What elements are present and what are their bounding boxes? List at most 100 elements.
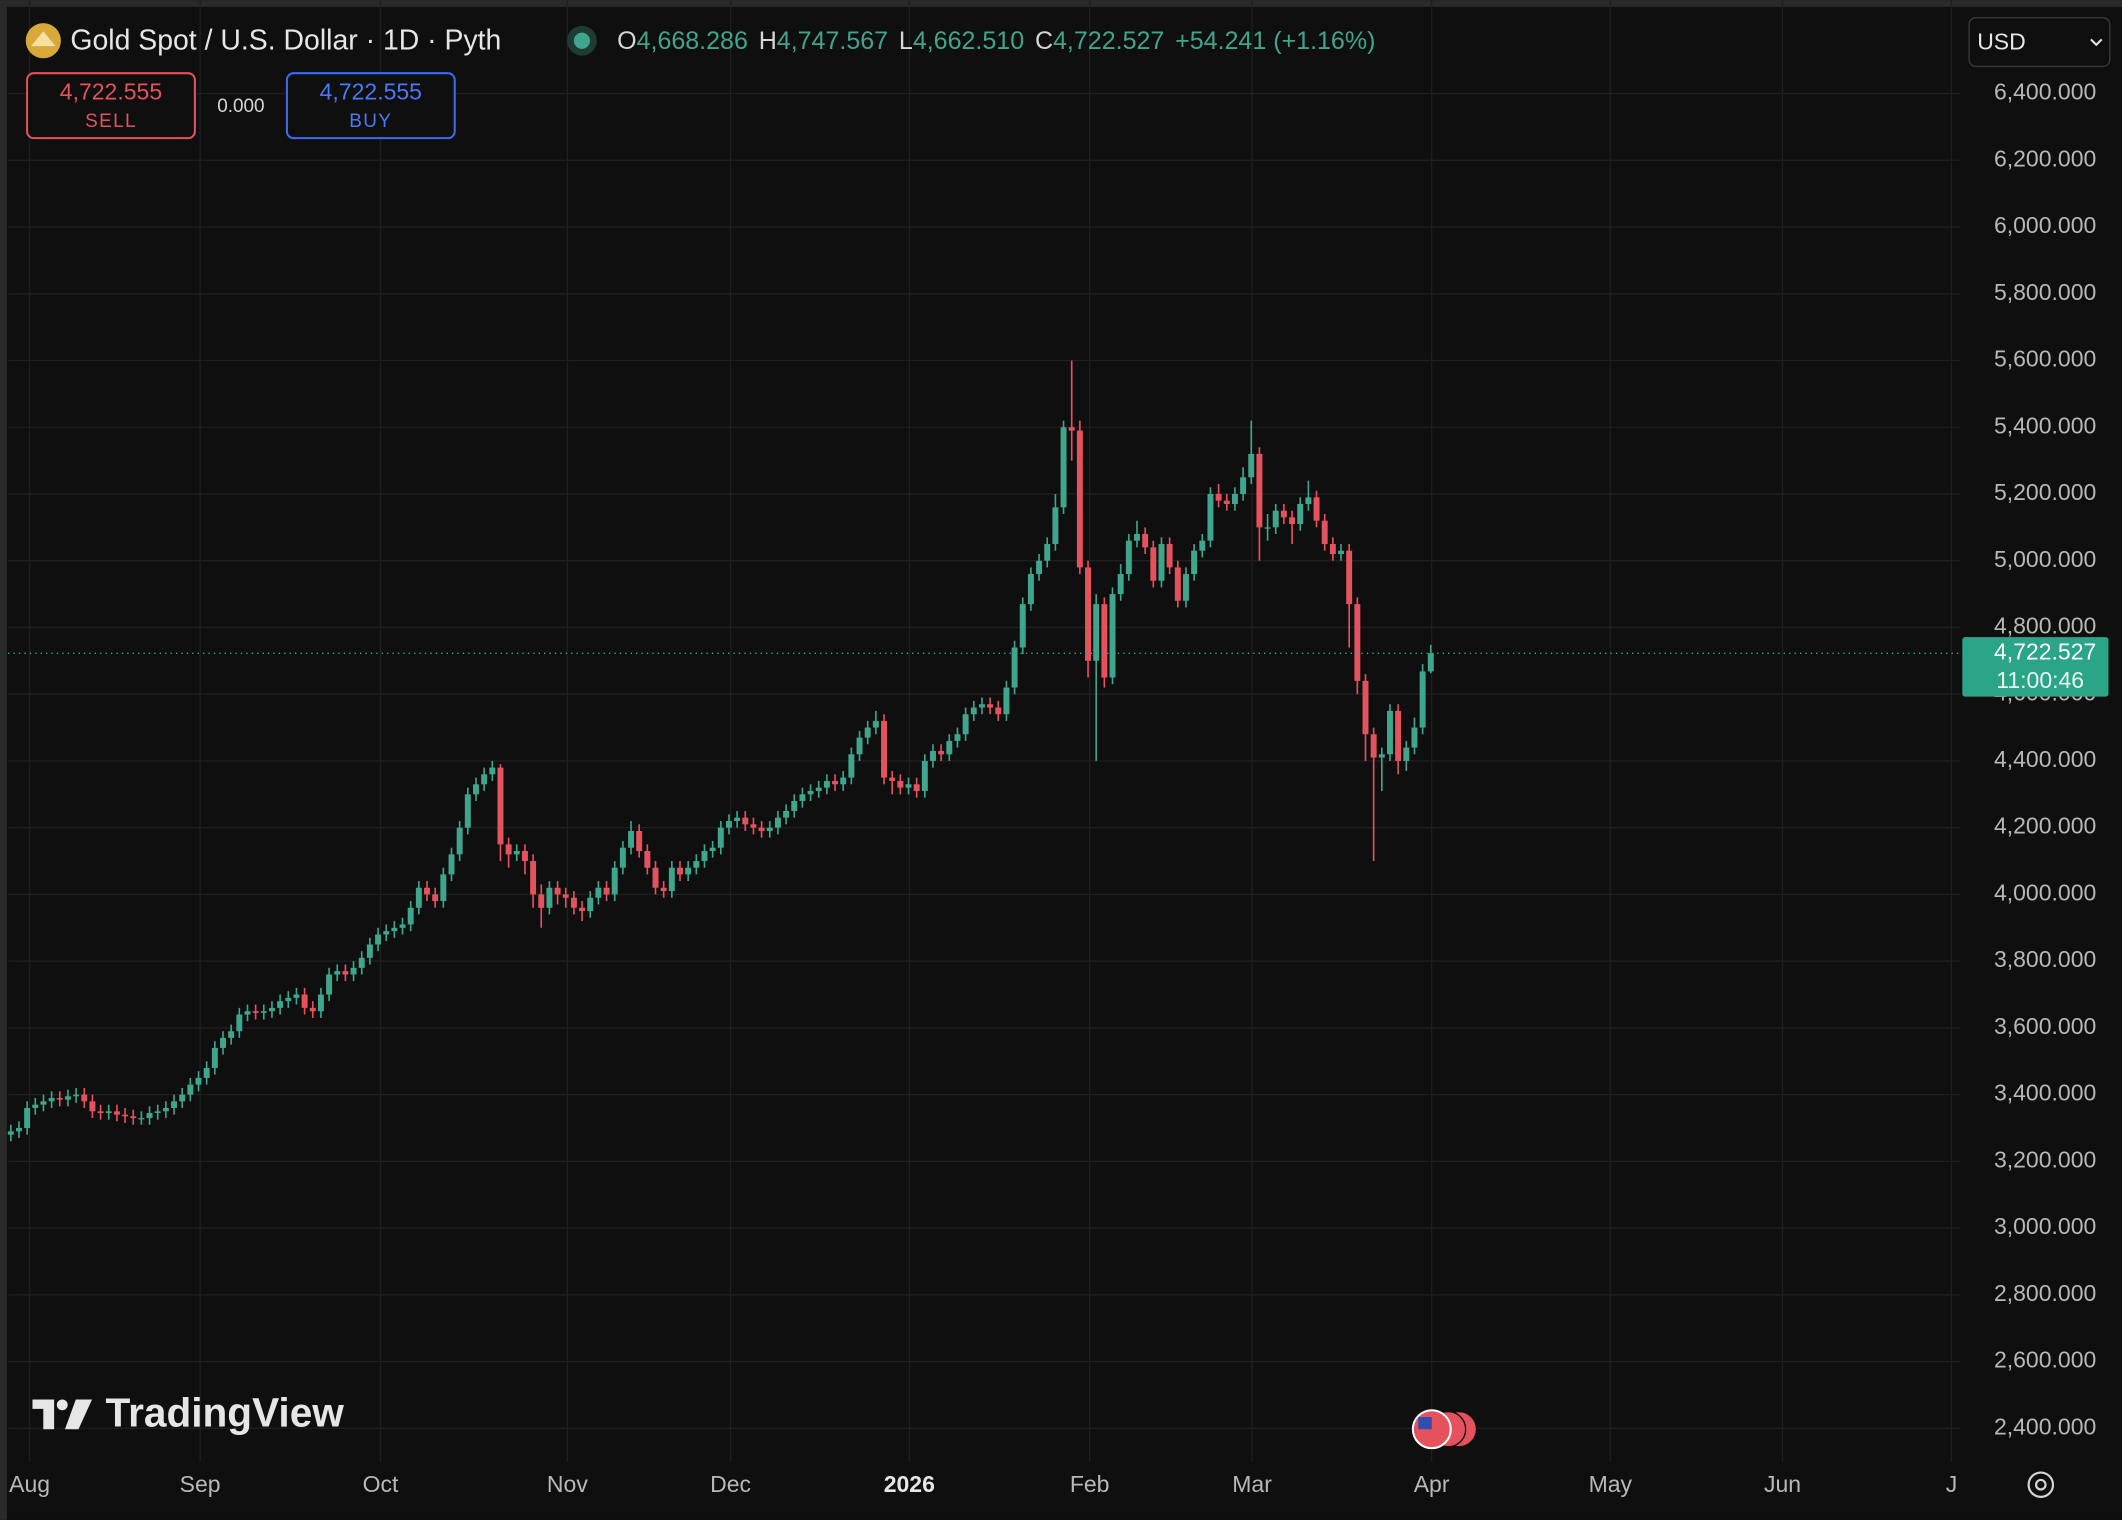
x-tick-label: Mar [1232,1471,1272,1497]
candle-body [358,957,365,968]
candle-body [1427,653,1434,672]
brand-name: TradingView [106,1389,345,1435]
y-tick-label: 3,800.000 [1994,946,2096,972]
candle-body [799,794,806,801]
candle-body [832,780,839,785]
candle-body [1346,550,1353,605]
flag-canton [1418,1417,1432,1430]
buy-price[interactable]: 4,722.555 [320,79,422,105]
candle-body [268,1007,275,1012]
candle-body [1068,427,1075,431]
candle-body [1354,604,1361,681]
candle-body [1387,710,1393,755]
candle-body [73,1094,80,1097]
candle-body [978,704,985,708]
candle-body [448,854,455,875]
candle-body [521,851,528,862]
candle-body [1199,540,1206,551]
candle-body [7,1131,14,1135]
candle-body [660,887,667,892]
candle-body [1174,567,1181,601]
candle-body [236,1014,243,1032]
candle-body [1044,544,1051,561]
candle-body [513,851,520,855]
y-tick-label: 6,000.000 [1994,212,2096,238]
symbol-title[interactable]: Gold Spot / U.S. Dollar · 1D · Pyth [70,25,501,57]
sell-label[interactable]: SELL [85,111,137,132]
candle-body [644,851,651,868]
candle-body [1158,544,1165,581]
candle-body [872,720,879,728]
candle-body [1109,594,1116,678]
candle-body [1085,567,1092,661]
candle-body [244,1011,251,1015]
y-tick-label: 5,600.000 [1994,346,2096,372]
y-tick-label: 3,600.000 [1994,1013,2096,1039]
candle-body [317,994,324,1012]
candle-body [1207,493,1214,541]
candle-body [1036,560,1043,575]
candle-body [1125,540,1132,575]
y-tick-label: 5,800.000 [1994,279,2096,305]
candle-body [1272,510,1279,528]
candle-body [220,1037,226,1048]
candle-body [840,777,847,785]
candle-body [1166,544,1173,568]
candle-body [334,971,341,975]
candle-body [538,894,545,908]
candle-body [930,750,936,761]
buy-button[interactable] [285,72,456,140]
symbol-icon-shape [31,31,56,47]
candle-body [366,944,373,958]
candle-body [472,784,479,795]
candle-body [815,787,822,791]
candle-body [179,1094,186,1102]
y-tick-label: 3,200.000 [1994,1146,2096,1172]
events-badge[interactable] [1411,1409,1478,1450]
candle-body [1378,754,1385,758]
candle-body [1011,647,1018,688]
candle-body [105,1111,112,1113]
candle-body [905,784,912,788]
candle-body [464,794,471,828]
settings-icon[interactable] [2027,1471,2055,1498]
candles [7,360,1434,1142]
candle-body [432,894,439,902]
candle-body [709,847,716,852]
candle-body [1223,500,1230,504]
logo-t [32,1399,55,1430]
sell-price[interactable]: 4,722.555 [60,79,162,105]
gear[interactable] [2027,1471,2055,1498]
candle-body [1191,550,1198,575]
candle-body [138,1117,145,1120]
candle-body [497,767,504,845]
candle-body [1093,604,1100,661]
y-tick-label: 4,200.000 [1994,813,2096,839]
y-tick-label: 3,000.000 [1994,1213,2096,1239]
candle-body [1134,534,1140,541]
candle-body [921,760,928,791]
y-tick-label: 4,800.000 [1994,613,2096,639]
candle-body [1289,517,1296,525]
candle-body [946,740,953,755]
candle-body [424,887,430,895]
chevron [2090,38,2103,47]
candle-body [758,827,765,832]
spread: 0.000 [217,96,264,117]
buy-label[interactable]: BUY [349,111,392,132]
candle-body [562,894,569,898]
y-tick-label: 2,600.000 [1994,1347,2096,1373]
currency[interactable]: USD [1977,28,2026,54]
sell-button[interactable] [26,72,196,140]
candle-body [1329,544,1336,555]
candle-body [864,727,871,738]
gear-hub [2034,1478,2047,1491]
ohlc-legend: O4,668.286 H4,747.567 L4,662.510 C4,722.527… [617,27,1375,55]
c-label: C [1035,27,1053,55]
candle-body [489,767,496,775]
currency-select[interactable] [1968,17,2111,68]
candle-body [342,971,349,975]
h-value: 4,747.567 [777,27,888,55]
candle-body [913,784,920,791]
